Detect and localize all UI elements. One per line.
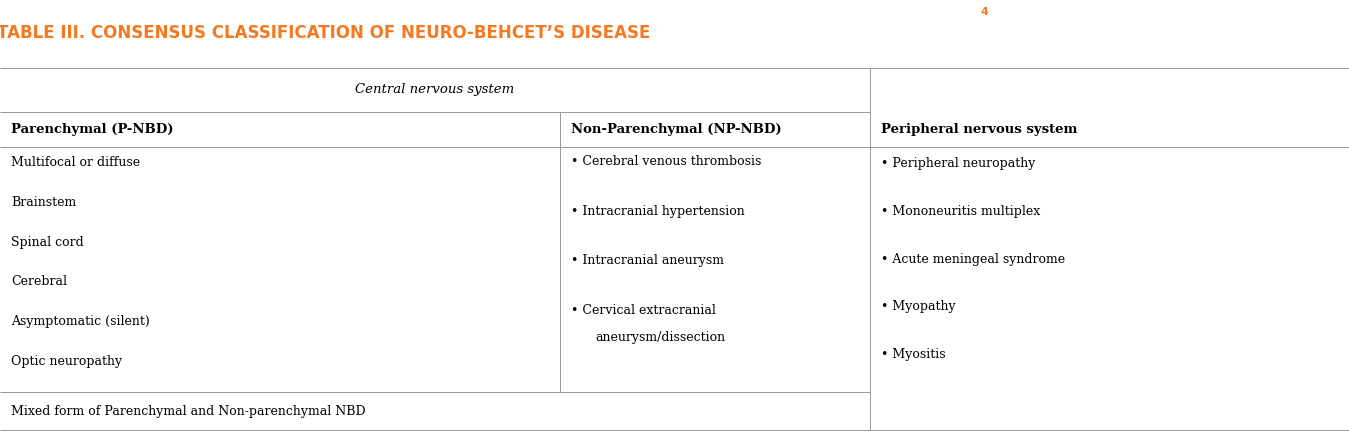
Text: Optic neuropathy: Optic neuropathy xyxy=(11,355,121,368)
Text: • Intracranial hypertension: • Intracranial hypertension xyxy=(571,205,745,218)
Text: Brainstem: Brainstem xyxy=(11,196,76,209)
Text: • Acute meningeal syndrome: • Acute meningeal syndrome xyxy=(881,253,1064,266)
Text: Spinal cord: Spinal cord xyxy=(11,236,84,249)
Text: • Peripheral neuropathy: • Peripheral neuropathy xyxy=(881,157,1035,170)
Text: • Cerebral venous thrombosis: • Cerebral venous thrombosis xyxy=(571,155,761,168)
Text: • Cervical extracranial: • Cervical extracranial xyxy=(571,304,715,317)
Text: Peripheral nervous system: Peripheral nervous system xyxy=(881,123,1078,136)
Text: Parenchymal (P-NBD): Parenchymal (P-NBD) xyxy=(11,123,173,136)
Text: aneurysm/dissection: aneurysm/dissection xyxy=(595,332,724,344)
Text: TABLE III. CONSENSUS CLASSIFICATION OF NEURO-BEHCET’S DISEASE: TABLE III. CONSENSUS CLASSIFICATION OF N… xyxy=(0,24,650,42)
Text: Multifocal or diffuse: Multifocal or diffuse xyxy=(11,156,140,169)
Text: • Mononeuritis multiplex: • Mononeuritis multiplex xyxy=(881,205,1040,218)
Text: • Myositis: • Myositis xyxy=(881,348,946,361)
Text: Asymptomatic (silent): Asymptomatic (silent) xyxy=(11,315,150,328)
Text: 4: 4 xyxy=(981,7,989,17)
Text: Mixed form of Parenchymal and Non-parenchymal NBD: Mixed form of Parenchymal and Non-parenc… xyxy=(11,405,366,417)
Text: Cerebral: Cerebral xyxy=(11,276,67,288)
Text: • Myopathy: • Myopathy xyxy=(881,300,955,313)
Text: Non-Parenchymal (NP-NBD): Non-Parenchymal (NP-NBD) xyxy=(571,123,781,136)
Text: • Intracranial aneurysm: • Intracranial aneurysm xyxy=(571,254,723,268)
Text: Central nervous system: Central nervous system xyxy=(355,83,515,96)
